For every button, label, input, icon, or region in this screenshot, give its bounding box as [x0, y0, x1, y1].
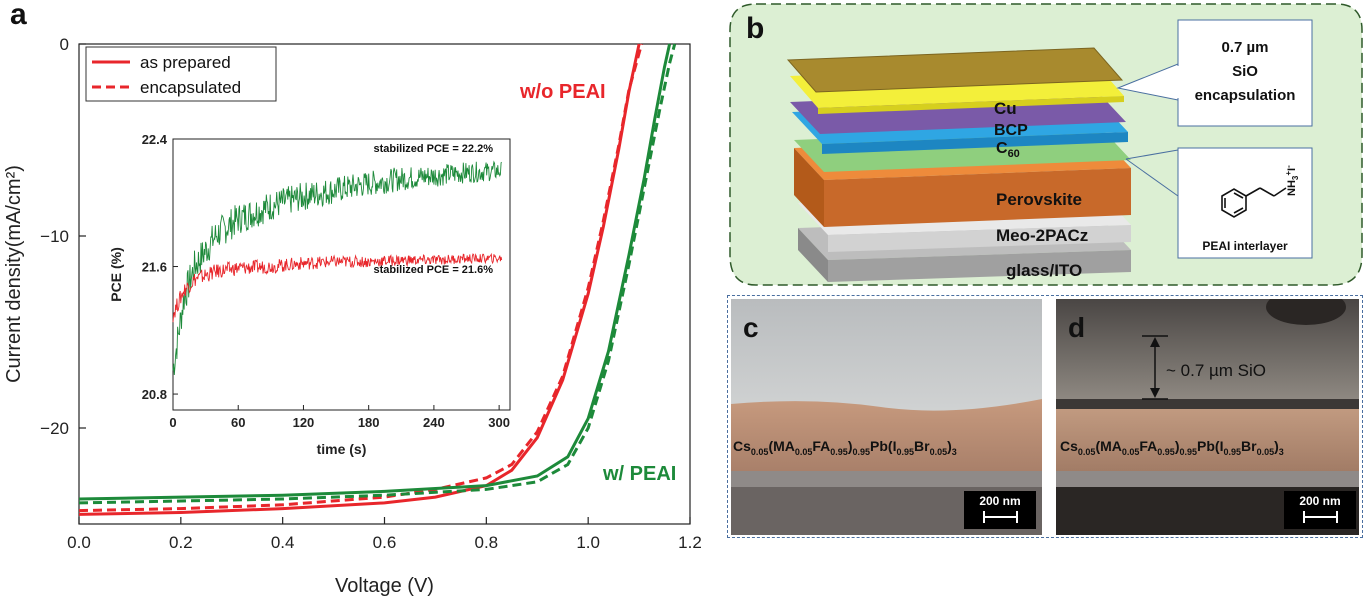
inset-x-axis-label: time (s) [317, 441, 367, 457]
panel-letter-c: c [743, 312, 759, 343]
svg-text:200 nm: 200 nm [1299, 494, 1340, 508]
legend-label-solid: as prepared [140, 53, 231, 72]
svg-text:200 nm: 200 nm [979, 494, 1020, 508]
x-tick-label: 0.4 [271, 533, 295, 552]
inset-annotation-control: stabilized PCE = 21.6% [373, 264, 493, 276]
sem-image-d: d ~ 0.7 µm SiO Cs0.05(MA0.05FA0.95)0.95P… [1056, 299, 1359, 535]
x-tick-label: 1.2 [678, 533, 702, 552]
jv-legend-box [85, 46, 277, 102]
jv-chart: 0.0 0.2 0.4 0.6 0.8 1.0 1.2 0 −10 −20 Voltage (V) C… [3, 35, 702, 597]
x-tick-label: 0.6 [373, 533, 397, 552]
inset-y-tick-label: 21.6 [142, 260, 167, 275]
layer-label-perovskite: Perovskite [996, 190, 1082, 209]
inset-x-tick-label: 300 [488, 415, 510, 430]
y-tick-label: −20 [40, 419, 69, 438]
x-tick-label: 1.0 [576, 533, 600, 552]
pce-inset: 0 60 120 180 240 300 20.8 21.6 22.4 time (s) PCE (… [108, 132, 511, 457]
inset-x-tick-label: 180 [358, 415, 380, 430]
callout-line-role: encapsulation [1195, 87, 1296, 104]
inset-pce-trace [172, 252, 503, 323]
jv-series-line [78, 43, 672, 501]
callout-line-material: SiO [1232, 63, 1258, 80]
y-tick-label: 0 [60, 35, 69, 54]
layer-sio [786, 47, 1124, 93]
inset-y-tick-label: 22.4 [142, 132, 168, 147]
callout-sio-encapsulation: 0.7 µm SiO encapsulation [1116, 19, 1313, 127]
layer-label-glass-ito: glass/ITO [1006, 261, 1082, 280]
inset-x-tick-label: 0 [169, 415, 176, 430]
sem-d-composition: Cs0.05(MA0.05FA0.95)0.95Pb(I0.95Br0.05)3 [1060, 438, 1284, 457]
x-axis-label: Voltage (V) [335, 575, 434, 597]
label-with-peai: w/ PEAI [602, 463, 676, 485]
sem-panels-frame [727, 295, 1363, 538]
x-tick-label: 0.0 [67, 533, 91, 552]
sem-c-scale-bar: 200 nm [964, 491, 1036, 529]
x-tick-label: 0.8 [475, 533, 499, 552]
layer-label-meo-2pacz: Meo-2PACz [996, 226, 1088, 245]
sio-thickness-label: ~ 0.7 µm SiO [1166, 361, 1266, 380]
panel-letter-b: b [746, 12, 764, 45]
peai-ammonium-group: NH3+I- [1284, 165, 1300, 196]
sem-d-graphic: d ~ 0.7 µm SiO Cs0.05(MA0.05FA0.95)0.95P… [1056, 299, 1359, 535]
inset-y-tick-label: 20.8 [142, 387, 167, 402]
inset-x-tick-label: 120 [293, 415, 315, 430]
jv-axes: 0.0 0.2 0.4 0.6 0.8 1.0 1.2 0 −10 −20 Voltage (V) C… [3, 35, 702, 597]
jv-legend: as prepared encapsulated [85, 46, 277, 102]
panel-letter-d: d [1068, 312, 1085, 343]
y-axis-label: Current density(mA/cm²) [3, 165, 25, 383]
sio-thickness-arrow [1142, 335, 1168, 400]
inset-annotation-peai: stabilized PCE = 22.2% [373, 143, 493, 155]
jv-series-line [78, 43, 677, 505]
inset-x-tick-label: 60 [231, 415, 245, 430]
label-without-peai: w/o PEAI [519, 81, 606, 103]
inset-pce-trace [172, 160, 502, 376]
peai-interlayer-caption: PEAI interlayer [1202, 239, 1288, 253]
layer-label-bcp: BCP [994, 122, 1028, 139]
panel-letter-a: a [10, 0, 27, 31]
inset-x-tick-label: 240 [423, 415, 445, 430]
callout-peai-interlayer: NH3+I- PEAI interlayer [1125, 147, 1313, 259]
device-stack-panel: b Cu BCP C60 Perovskite Meo-2PACz glass/… [729, 3, 1363, 286]
jv-series [78, 43, 677, 516]
layer-label-cu: Cu [994, 99, 1017, 118]
sem-d-scale-bar: 200 nm [1284, 491, 1356, 529]
inset-frame [172, 138, 511, 411]
y-tick-label: −10 [40, 227, 69, 246]
inset-y-axis-label: PCE (%) [108, 247, 124, 301]
x-tick-label: 0.2 [169, 533, 193, 552]
legend-label-dashed: encapsulated [140, 78, 241, 97]
peai-molecule-structure [1221, 187, 1287, 218]
callout-line-thickness: 0.7 µm [1222, 39, 1269, 56]
sem-c-graphic: c Cs0.05(MA0.05FA0.95)0.95Pb(I0.95Br0.05… [731, 299, 1042, 535]
sem-image-c: c Cs0.05(MA0.05FA0.95)0.95Pb(I0.95Br0.05… [731, 299, 1042, 535]
